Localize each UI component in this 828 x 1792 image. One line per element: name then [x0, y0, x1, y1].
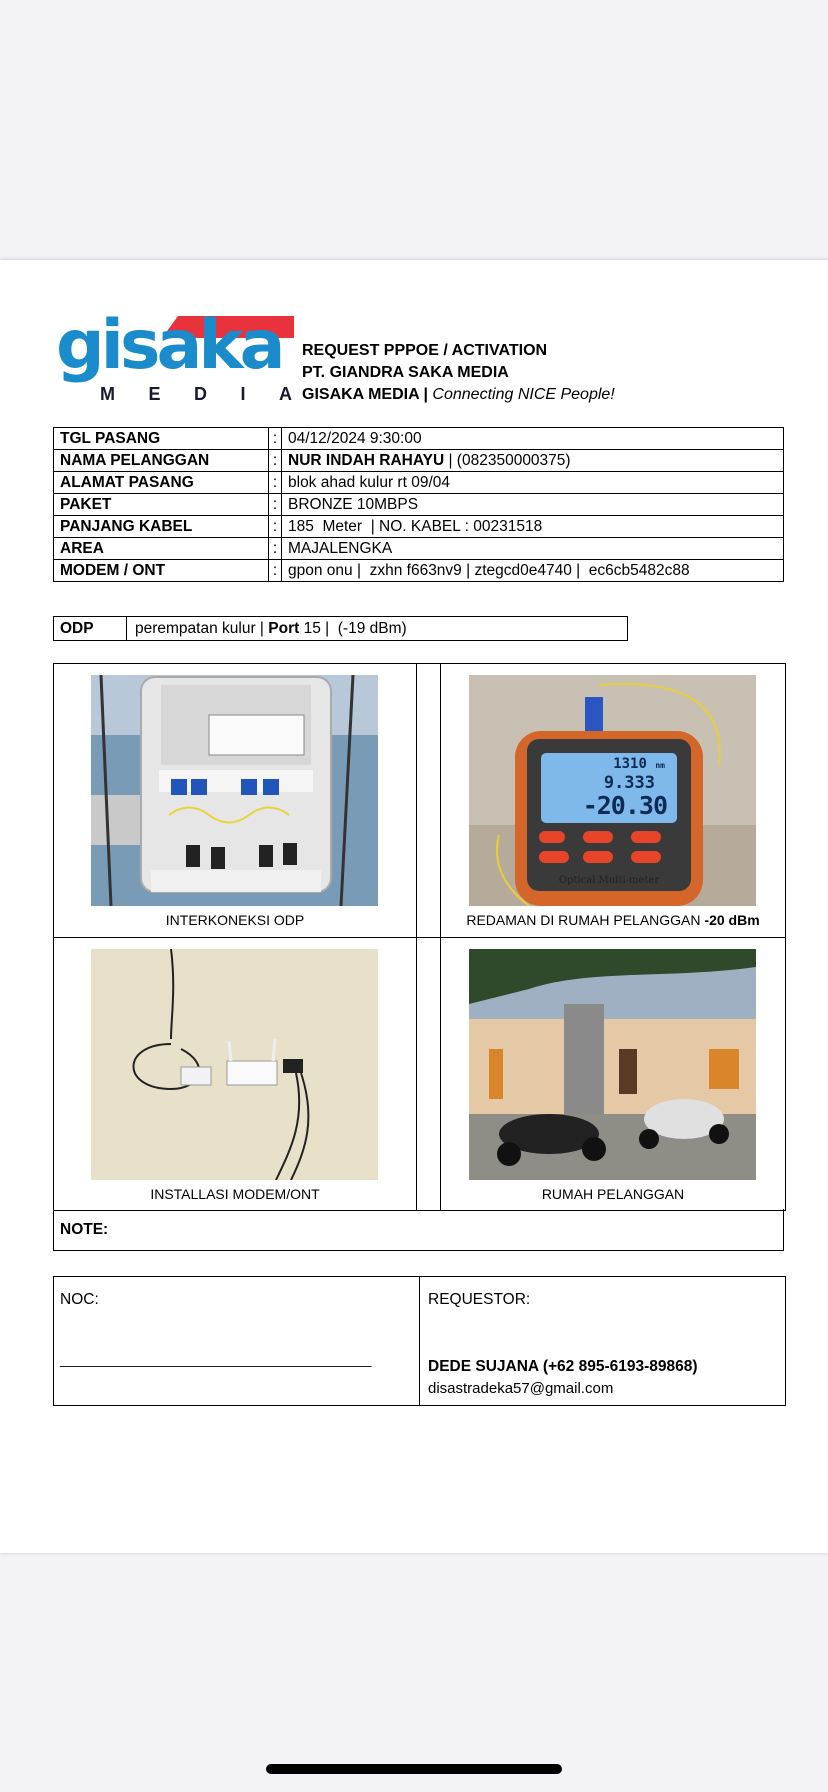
odp-box: ODP perempatan kulur | Port 15 | (-19 dB… [53, 616, 628, 641]
row-value: MAJALENGKA [281, 537, 784, 560]
signature-divider [419, 1277, 420, 1405]
document-header: REQUEST PPPOE / ACTIVATION PT. GIANDRA S… [302, 340, 615, 406]
odp-photo [91, 675, 378, 906]
table-row: AREA : MAJALENGKA [53, 537, 784, 560]
logo-wordmark: gisaka [56, 306, 285, 385]
house-photo [469, 949, 756, 1180]
row-value: gpon onu | zxhn f663nv9 | ztegcd0e4740 |… [281, 559, 784, 582]
modem-photo [91, 949, 378, 1180]
row-key: NAMA PELANGGAN [53, 449, 269, 472]
optical-meter-photo: 1310 nm 9.333 -20.30 Optical Multi-meter [469, 675, 756, 906]
odp-caption: INTERKONEKSI ODP [165, 912, 305, 928]
header-title: REQUEST PPPOE / ACTIVATION [302, 342, 548, 359]
requestor-email: disastradeka57@gmail.com [428, 1380, 614, 1397]
table-row: MODEM / ONT : gpon onu | zxhn f663nv9 | … [53, 559, 784, 582]
table-row: ALAMAT PASANG : blok ahad kulur rt 09/04 [53, 471, 784, 494]
noc-signature-line: ________________________________________ [60, 1351, 372, 1367]
home-indicator[interactable] [266, 1764, 562, 1774]
row-key: PAKET [53, 493, 269, 516]
customer-name: NUR INDAH RAHAYU [288, 452, 445, 469]
table-row: PANJANG KABEL : 185 Meter | NO. KABEL : … [53, 515, 784, 538]
row-value: 185 Meter | NO. KABEL : 00231518 [281, 515, 784, 538]
row-key: ALAMAT PASANG [53, 471, 269, 494]
requestor-label: REQUESTOR: [428, 1291, 531, 1308]
table-row: NAMA PELANGGAN : NUR INDAH RAHAYU | (082… [53, 449, 784, 472]
odp-value: perempatan kulur | Port 15 | (-19 dBm) [135, 620, 407, 637]
photo-grid: INTERKONEKSI ODP 1310 nm 9.333 -20.30 Op… [53, 663, 786, 1211]
redaman-caption: REDAMAN DI RUMAH PELANGGAN -20 dBm [466, 912, 760, 928]
meter-screen: 1310 nm 9.333 -20.30 [582, 756, 668, 820]
noc-section: NOC: ___________________________________… [60, 1277, 410, 1405]
header-tagline: Connecting NICE People! [432, 386, 615, 403]
redaman-value: -20 dBm [704, 912, 760, 928]
row-value: 04/12/2024 9:30:00 [281, 427, 784, 450]
row-value: NUR INDAH RAHAYU | (082350000375) [281, 449, 784, 472]
meter-brand: Optical Multi-meter [558, 875, 660, 886]
signature-box: NOC: ___________________________________… [53, 1276, 786, 1406]
installation-info-table: TGL PASANG : 04/12/2024 9:30:00 NAMA PEL… [53, 427, 784, 582]
row-key: TGL PASANG [53, 427, 269, 450]
row-key: PANJANG KABEL [53, 515, 269, 538]
house-caption: RUMAH PELANGGAN [541, 1186, 685, 1202]
table-row: PAKET : BRONZE 10MBPS [53, 493, 784, 516]
modem-caption: INSTALLASI MODEM/ONT [150, 1186, 320, 1202]
header-tagline-row: GISAKA MEDIA | Connecting NICE People! [302, 386, 615, 403]
requestor-name: DEDE SUJANA (+62 895-6193-89868) [428, 1358, 698, 1375]
header-company: PT. GIANDRA SAKA MEDIA [302, 364, 509, 381]
row-key: MODEM / ONT [53, 559, 269, 582]
row-value: BRONZE 10MBPS [281, 493, 784, 516]
note-box: NOTE: [53, 1209, 784, 1251]
row-key: AREA [53, 537, 269, 560]
logo-red-mark [162, 316, 294, 338]
table-row: TGL PASANG : 04/12/2024 9:30:00 [53, 427, 784, 450]
odp-label: ODP [54, 617, 127, 640]
requestor-section: REQUESTOR: DEDE SUJANA (+62 895-6193-898… [428, 1277, 778, 1405]
row-value: blok ahad kulur rt 09/04 [281, 471, 784, 494]
grid-divider [54, 937, 785, 938]
meter-buttons [527, 823, 691, 879]
noc-label: NOC: [60, 1291, 99, 1308]
